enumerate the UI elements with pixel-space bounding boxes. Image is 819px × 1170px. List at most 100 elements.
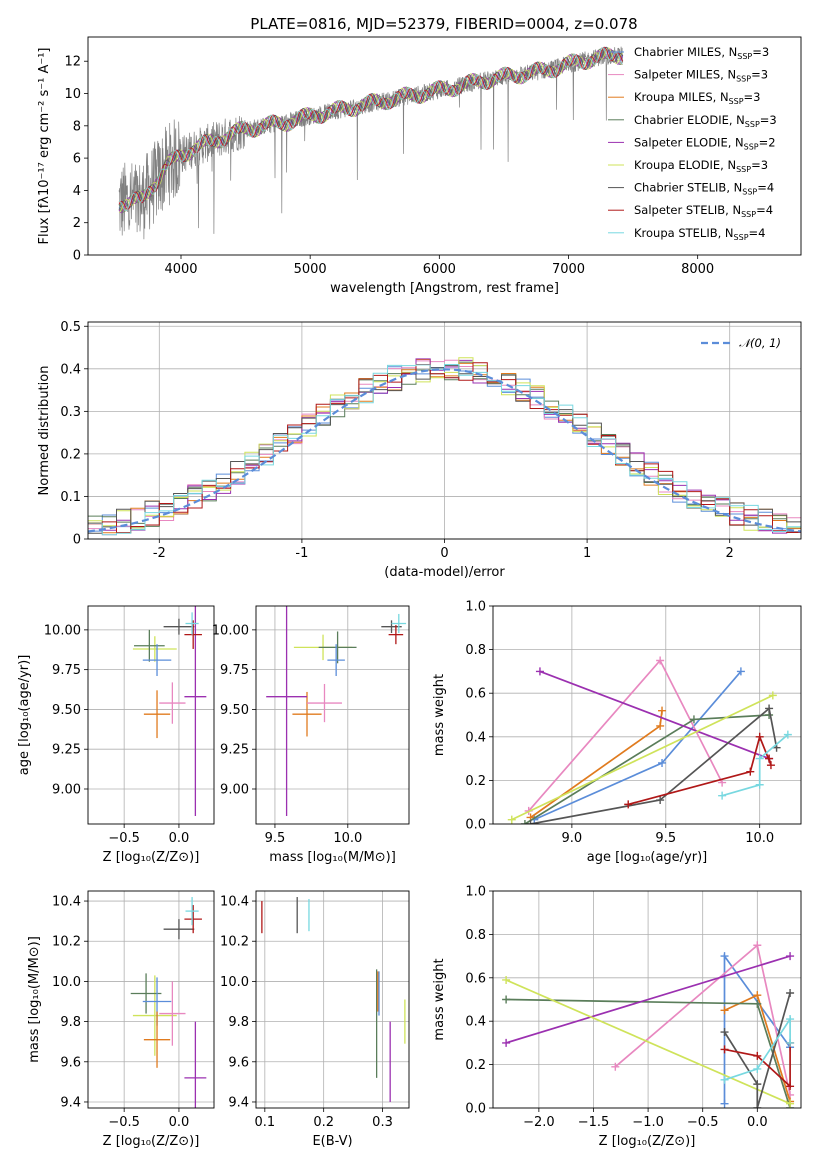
mass-vs-ebv-frame [255,890,410,1109]
weight-vs-Z-ylabel: mass weight [432,958,447,1040]
mass-vs-Z-panel: −0.5 0.0 9.4 9.6 9.8 10.0 10.2 10.4 Z [log₁₀(Z/Z… [27,890,215,1149]
spectrum-panel: 4000 5000 6000 7000 8000 0 2 4 6 8 10 12 wavelength … [37,36,802,296]
age-vs-Z-ytick-label: 9.00 [52,782,81,797]
weight-marker [720,1006,729,1015]
weight-vs-age-panel: 9.0 9.5 10.0 0.0 0.2 0.4 0.6 0.8 1.0 age [log₁₀(a… [432,600,802,865]
weight-vs-age-xlabel: age [log₁₀(age/yr)] [587,850,708,865]
weight-marker [786,952,795,961]
age-vs-mass-plot-area [266,606,407,817]
mass-vs-Z-ytick-label: 10.0 [52,975,81,990]
legend-entry: Kroupa ELODIE, NSSP=3 [634,158,768,174]
mass-vs-ebv-plot-area [261,897,406,1102]
age-vs-mass-ytick-label: 9.00 [220,782,249,797]
age-vs-Z-ytick-label: 10.00 [44,623,81,638]
weight-line [724,1016,791,1081]
weight-marker [658,706,667,715]
weight-vs-Z-plot-area [502,941,795,1108]
normal-reference-curve [88,368,801,533]
age-vs-Z-ytick-label: 9.25 [52,743,81,758]
weight-marker [753,1104,762,1108]
weight-marker [755,732,764,741]
weight-marker [768,691,777,700]
weight-marker [783,730,792,739]
weight-vs-Z-ytick-label: 0.0 [465,1102,486,1117]
weight-line [721,733,789,797]
weight-line [528,658,723,812]
weight-marker [520,820,529,824]
residuals-xtick-label: -1 [295,546,308,561]
mass-vs-Z-plot-area [130,897,207,1108]
age-vs-mass-ytick-label: 9.75 [220,663,249,678]
weight-vs-age-ytick-label: 1.0 [465,600,486,615]
age-vs-Z-ylabel: age [log₁₀(age/yr)] [17,655,32,776]
mass-vs-ebv-ytick-label: 10.4 [220,895,249,910]
figure-title: PLATE=0816, MJD=52379, FIBERID=0004, z=0… [250,15,637,33]
weight-marker [507,815,516,824]
weight-marker [526,820,535,824]
residuals-plot-area [88,357,801,536]
weight-vs-age-ytick-label: 0.6 [465,687,486,702]
spectrum-ytick-label: 2 [73,216,81,231]
weight-marker [755,754,764,763]
spectrum-ylabel: Flux [fλ10⁻¹⁷ erg cm⁻² s⁻¹ A⁻¹] [37,48,52,245]
weight-marker [753,1051,762,1060]
residuals-ytick-label: 0.4 [60,362,81,377]
spectrum-model-line [118,47,623,212]
weight-marker [765,704,774,713]
legend-entry: Salpeter STELIB, NSSP=4 [634,203,773,219]
age-vs-Z-plot-area [132,606,207,817]
residuals-ytick-label: 0.2 [60,447,81,462]
mass-vs-ebv-xtick-label: 0.1 [254,1115,275,1130]
weight-vs-age-plot-area [507,656,792,824]
legend-entry: Salpeter ELODIE, NSSP=2 [634,135,776,151]
weight-marker [746,767,755,776]
mass-vs-ebv-xtick-label: 0.2 [313,1115,334,1130]
residuals-ylabel: Normed distribution [37,366,52,496]
weight-marker [753,1080,762,1089]
age-vs-mass-ytick-label: 9.50 [220,703,249,718]
spectrum-ytick-label: 0 [73,249,81,264]
spectrum-xtick-label: 4000 [164,262,197,277]
weight-line [724,1042,791,1089]
weight-vs-age-xtick-label: 10.0 [745,831,774,846]
weight-vs-Z-xtick-label: 0.0 [747,1115,768,1130]
weight-marker [720,1045,729,1054]
mass-vs-Z-xtick-label: 0.0 [169,1115,190,1130]
legend-entry: Chabrier ELODIE, NSSP=3 [634,113,777,129]
legend-entry: Kroupa STELIB, NSSP=4 [634,226,765,242]
weight-vs-age-ytick-label: 0.0 [465,818,486,833]
age-vs-mass-grid [256,606,409,824]
residuals-xtick-label: 1 [583,546,591,561]
mass-vs-ebv-ytick-label: 9.8 [228,1015,249,1030]
age-vs-mass-ytick-label: 10.00 [212,623,249,638]
residuals-ytick-label: 0.1 [60,490,81,505]
weight-vs-Z-xtick-label: −1.0 [632,1115,664,1130]
residuals-ytick-label: 0.3 [60,405,81,420]
age-vs-Z-xlabel: Z [log₁₀(Z/Z⊙)] [103,850,200,865]
weight-marker [624,800,633,809]
weight-line [505,955,791,1044]
mass-vs-Z-xlabel: Z [log₁₀(Z/Z⊙)] [103,1134,200,1149]
weight-marker [753,941,762,950]
weight-marker [786,1015,795,1024]
weight-line [723,992,791,1108]
spectrum-xtick-label: 6000 [423,262,456,277]
weight-marker [502,1038,511,1047]
weight-marker [535,667,544,676]
weight-vs-Z-ytick-label: 0.2 [465,1058,486,1073]
weight-marker [656,721,665,730]
spectrum-model-line [118,46,624,210]
age-vs-mass-frame [255,605,410,825]
weight-marker [753,991,762,1000]
mass-vs-ebv-ytick-label: 9.6 [228,1055,249,1070]
residuals-xtick-label: 0 [440,546,448,561]
weight-vs-Z-xtick-label: −1.5 [578,1115,610,1130]
weight-vs-age-ylabel: mass weight [432,674,447,756]
weight-vs-Z-panel: −2.0 −1.5 −1.0 −0.5 0.0 0.0 0.2 0.4 0.6 0.8 1.0 Z [… [432,885,802,1149]
residuals-grid [88,322,801,540]
mass-vs-Z-ytick-label: 9.8 [60,1015,81,1030]
weight-marker [718,791,727,800]
age-vs-mass-xtick-label: 10.0 [333,831,362,846]
mass-vs-ebv-ytick-label: 10.0 [220,975,249,990]
weight-line [539,670,770,760]
